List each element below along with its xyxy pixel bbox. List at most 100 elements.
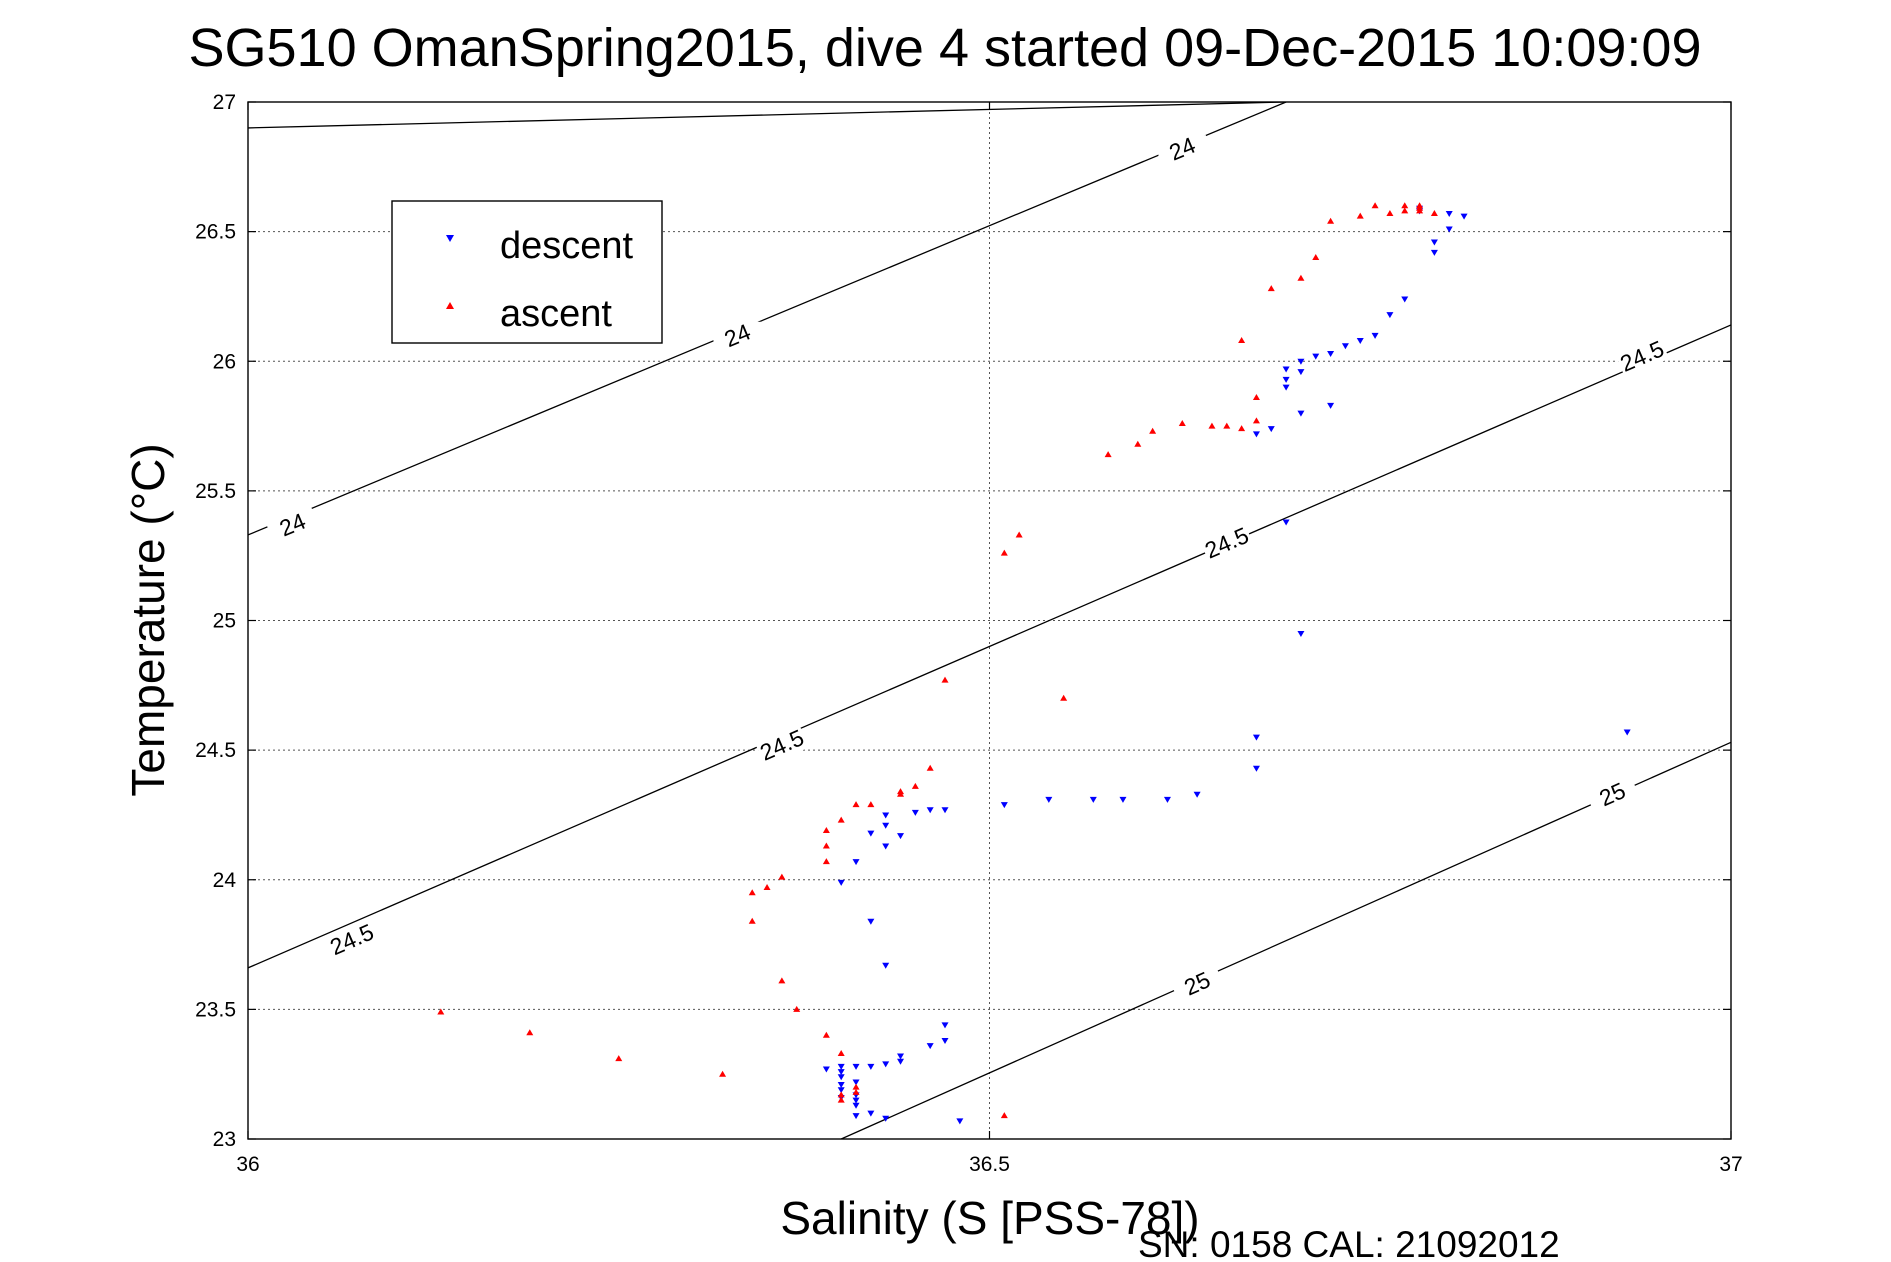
ascent-point — [1238, 425, 1246, 432]
ascent-point — [1223, 422, 1231, 429]
ascent-point — [926, 764, 934, 771]
ascent-point — [1252, 394, 1260, 401]
descent-point — [1623, 729, 1631, 736]
descent-point — [882, 1115, 890, 1122]
ascent-point — [1297, 274, 1305, 281]
descent-point — [911, 809, 919, 816]
descent-point — [941, 807, 949, 814]
y-axis-ticks: 23 23.5 24 24.5 25 25.5 26 26.5 27 — [195, 91, 1731, 1151]
ascent-point — [1371, 202, 1379, 209]
ascent-point — [1416, 202, 1424, 209]
contour-line-25 — [840, 741, 1731, 1139]
ascent-point — [1104, 451, 1112, 458]
descent-point — [882, 812, 890, 819]
y-tick-label: 25.5 — [195, 480, 236, 503]
descent-point — [926, 1043, 934, 1050]
ascent-point — [1149, 427, 1157, 434]
descent-point — [882, 962, 890, 969]
y-tick-label: 24 — [213, 869, 237, 892]
chart-title: SG510 OmanSpring2015, dive 4 started 09-… — [189, 18, 1702, 78]
ascent-point — [867, 801, 875, 808]
contour-label-background — [710, 314, 765, 357]
legend-descent-label: descent — [500, 225, 634, 267]
legend-box — [391, 200, 663, 344]
contour-label-background — [1169, 961, 1225, 1006]
ascent-point — [1238, 337, 1246, 344]
ascent-point — [1000, 1112, 1008, 1119]
descent-point — [822, 1066, 830, 1073]
descent-point — [837, 1063, 845, 1070]
descent-point — [956, 1118, 964, 1125]
descent-point — [1297, 630, 1305, 637]
descent-point — [1252, 734, 1260, 741]
y-tick-label: 27 — [213, 91, 236, 114]
y-tick-label: 26 — [213, 350, 236, 373]
ascent-point — [1312, 254, 1320, 261]
legend-ascent-label: ascent — [500, 293, 612, 335]
descent-point — [1341, 343, 1349, 350]
descent-point — [1460, 213, 1468, 220]
descent-point — [1282, 376, 1290, 383]
contour-label-background — [324, 917, 380, 961]
contour-label-background — [1585, 772, 1640, 816]
ascent-point — [615, 1055, 623, 1062]
x-axis-ticks: 36 36.5 37 — [236, 102, 1743, 1176]
x-tick-label: 37 — [1719, 1153, 1742, 1176]
descent-point — [1356, 338, 1364, 345]
ascent-point — [822, 826, 830, 833]
descent-point — [1282, 366, 1290, 373]
descent-point — [1430, 239, 1438, 246]
ascent-point — [719, 1070, 727, 1077]
ascent-point — [793, 1005, 801, 1012]
descent-point — [852, 1097, 860, 1104]
descent-point — [1327, 402, 1335, 409]
descent-point — [926, 807, 934, 814]
ascent-point — [837, 1049, 845, 1056]
descent-point — [837, 1087, 845, 1094]
descent-point — [1445, 210, 1453, 217]
ascent-point — [748, 917, 756, 924]
ascent-point — [1208, 422, 1216, 429]
descent-point — [1386, 312, 1394, 319]
ascent-point — [897, 788, 905, 795]
ascent-point — [911, 782, 919, 789]
ascent-point — [822, 842, 830, 849]
descent-point — [867, 830, 875, 837]
descent-point — [1282, 384, 1290, 391]
contour-label-background — [1199, 521, 1254, 565]
descent-point — [852, 859, 860, 866]
descent-point — [1282, 519, 1290, 526]
ascent-point — [1134, 440, 1142, 447]
ascent-point — [837, 1091, 845, 1098]
descent-point — [867, 1063, 875, 1070]
descent-point — [1252, 431, 1260, 438]
descent-point — [1089, 796, 1097, 803]
ascent-point — [1430, 209, 1438, 216]
ascent-point — [837, 816, 845, 823]
descent-point — [1045, 796, 1053, 803]
y-axis-label: Temperature (°C) — [122, 443, 174, 796]
ascent-point — [941, 676, 949, 683]
ascent-point — [748, 889, 756, 896]
descent-point — [867, 1110, 875, 1117]
ascent-point — [1356, 212, 1364, 219]
density-contours — [248, 102, 1731, 1139]
serial-calibration-note: SN: 0158 CAL: 21092012 — [1138, 1224, 1560, 1262]
y-tick-label: 26.5 — [195, 221, 236, 244]
ascent-point — [1015, 531, 1023, 538]
descent-point — [1430, 249, 1438, 256]
descent-point — [837, 1082, 845, 1089]
descent-point — [852, 1063, 860, 1070]
descent-point — [1193, 791, 1201, 798]
x-tick-label: 36.5 — [969, 1153, 1010, 1176]
x-tick-label: 36 — [236, 1153, 259, 1176]
contour-label-background — [1155, 127, 1210, 170]
ascent-point — [852, 801, 860, 808]
descent-point — [1252, 765, 1260, 772]
descent-point — [897, 1058, 905, 1065]
descent-point — [852, 1079, 860, 1086]
ascent-point — [822, 858, 830, 865]
ascent-point — [763, 884, 771, 891]
contour-line-24 — [248, 102, 1287, 129]
ascent-point — [1267, 285, 1275, 292]
